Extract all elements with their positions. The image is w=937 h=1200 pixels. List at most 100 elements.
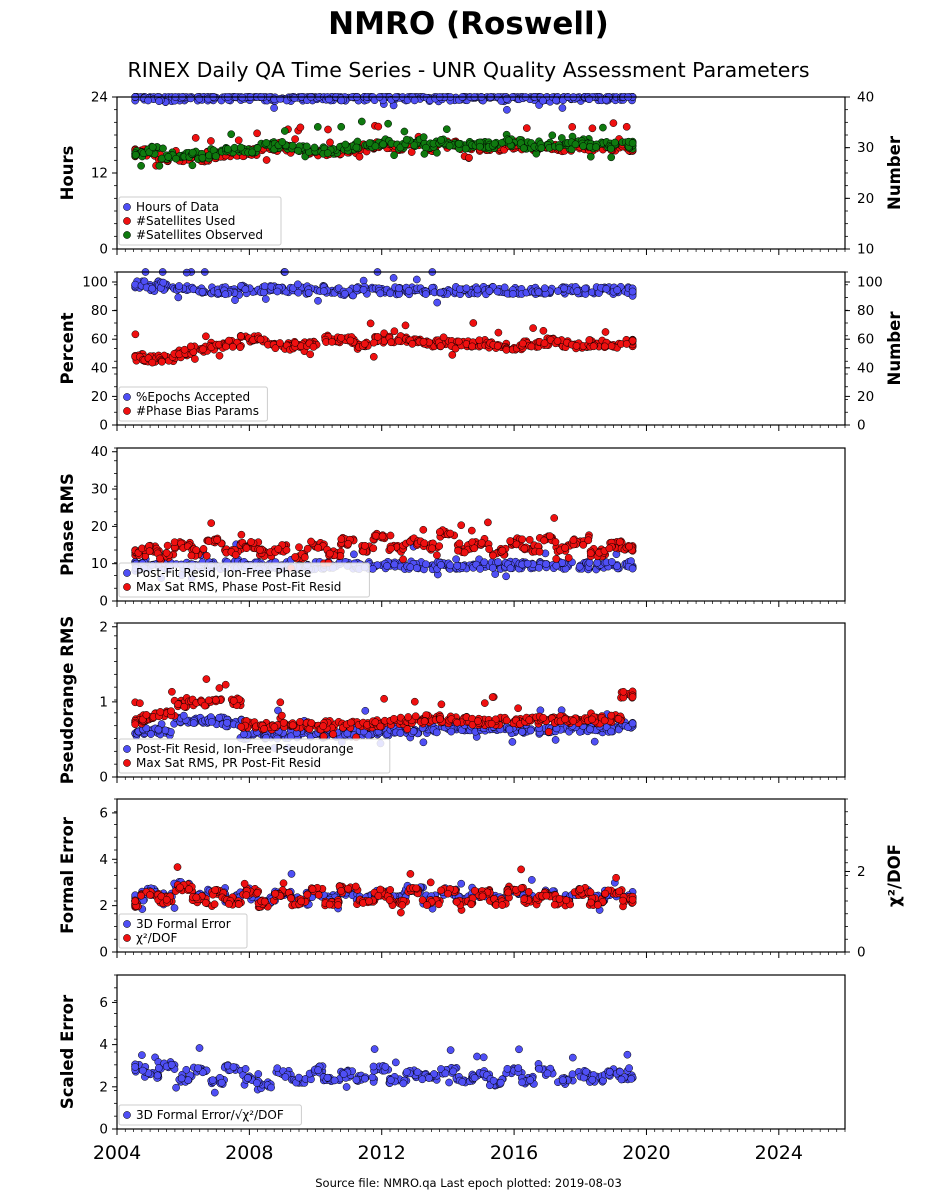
- data-point: [465, 153, 473, 162]
- data-point: [236, 343, 245, 352]
- data-point: [131, 151, 140, 159]
- y-axis-label: Hours: [58, 145, 77, 200]
- data-point: [442, 125, 451, 134]
- chart-subtitle: RINEX Daily QA Time Series - UNR Quality…: [127, 58, 810, 82]
- data-point: [191, 355, 199, 363]
- data-point: [231, 296, 239, 304]
- data-point: [156, 554, 164, 563]
- legend-label: Max Sat RMS, PR Post-Fit Resid: [136, 756, 321, 770]
- data-point: [291, 135, 299, 143]
- data-point: [207, 519, 216, 527]
- data-point: [562, 896, 571, 905]
- y-tick-label: 80: [91, 303, 108, 319]
- data-point: [274, 545, 283, 553]
- data-point: [398, 901, 407, 909]
- data-point: [607, 711, 616, 720]
- data-point: [314, 544, 322, 552]
- data-point: [477, 538, 486, 547]
- data-point: [457, 521, 466, 530]
- data-point: [457, 879, 466, 888]
- data-point: [297, 897, 306, 906]
- data-point: [202, 675, 211, 683]
- data-point: [454, 139, 463, 148]
- data-point: [162, 895, 171, 904]
- data-point: [453, 561, 462, 570]
- data-point: [376, 722, 385, 731]
- data-point: [270, 723, 279, 731]
- data-point: [488, 693, 497, 701]
- y2-tick-label: 0: [857, 418, 866, 434]
- data-point: [199, 345, 207, 354]
- data-point: [493, 342, 502, 350]
- data-point: [307, 719, 316, 727]
- legend-label: Hours of Data: [136, 200, 219, 214]
- data-point: [215, 351, 224, 360]
- data-point: [237, 332, 245, 341]
- y2-tick-label: 10: [857, 242, 874, 258]
- data-point: [351, 882, 360, 891]
- legend-marker: [123, 217, 131, 225]
- data-point: [609, 119, 618, 127]
- data-point: [406, 870, 415, 878]
- y2-tick-label: 40: [857, 90, 874, 106]
- data-point: [221, 290, 230, 299]
- data-point: [288, 141, 297, 150]
- data-point: [453, 718, 461, 727]
- data-point: [592, 143, 600, 151]
- data-point: [223, 145, 232, 153]
- data-point: [518, 727, 526, 736]
- data-point: [386, 531, 395, 540]
- data-point: [167, 707, 175, 716]
- data-point: [447, 727, 456, 736]
- data-point: [581, 284, 589, 293]
- data-point: [146, 891, 154, 899]
- data-point: [188, 161, 197, 170]
- data-point: [469, 319, 478, 327]
- legend-label: #Satellites Used: [136, 214, 235, 228]
- data-point: [446, 561, 455, 570]
- data-point: [490, 139, 499, 148]
- data-point: [561, 544, 569, 552]
- data-point: [355, 152, 364, 161]
- data-point: [276, 95, 285, 103]
- data-point: [550, 900, 559, 909]
- data-point: [502, 95, 511, 103]
- data-point: [607, 558, 616, 566]
- data-point: [397, 908, 405, 917]
- y-tick-label: 40: [91, 444, 108, 460]
- data-point: [586, 549, 595, 558]
- data-point: [448, 351, 457, 359]
- data-point: [256, 335, 265, 344]
- data-point: [602, 95, 610, 104]
- data-point: [622, 122, 631, 131]
- data-point: [294, 288, 303, 297]
- data-point: [420, 539, 429, 548]
- data-point: [369, 338, 378, 347]
- legend: Post-Fit Resid, Ion-Free PseudorangeMax …: [118, 738, 391, 774]
- data-point: [402, 135, 411, 144]
- data-point: [261, 295, 270, 303]
- y2-axis-label: Number: [885, 311, 904, 386]
- data-point: [300, 553, 309, 562]
- data-point: [540, 284, 549, 293]
- data-point: [420, 150, 429, 158]
- data-point: [540, 536, 548, 545]
- data-point: [474, 717, 482, 725]
- data-point: [408, 340, 417, 348]
- data-point: [504, 888, 513, 897]
- data-point: [551, 538, 560, 546]
- data-point: [614, 715, 623, 723]
- data-point: [602, 285, 611, 293]
- data-point: [179, 711, 188, 720]
- data-point: [498, 901, 507, 909]
- data-point: [207, 137, 215, 145]
- data-point: [145, 547, 154, 556]
- data-point: [131, 280, 140, 289]
- data-point: [242, 891, 251, 899]
- data-point: [503, 105, 511, 114]
- y-tick-label: 2: [99, 619, 108, 635]
- legend-marker: [123, 745, 131, 753]
- data-point: [411, 712, 420, 721]
- data-point: [287, 894, 295, 903]
